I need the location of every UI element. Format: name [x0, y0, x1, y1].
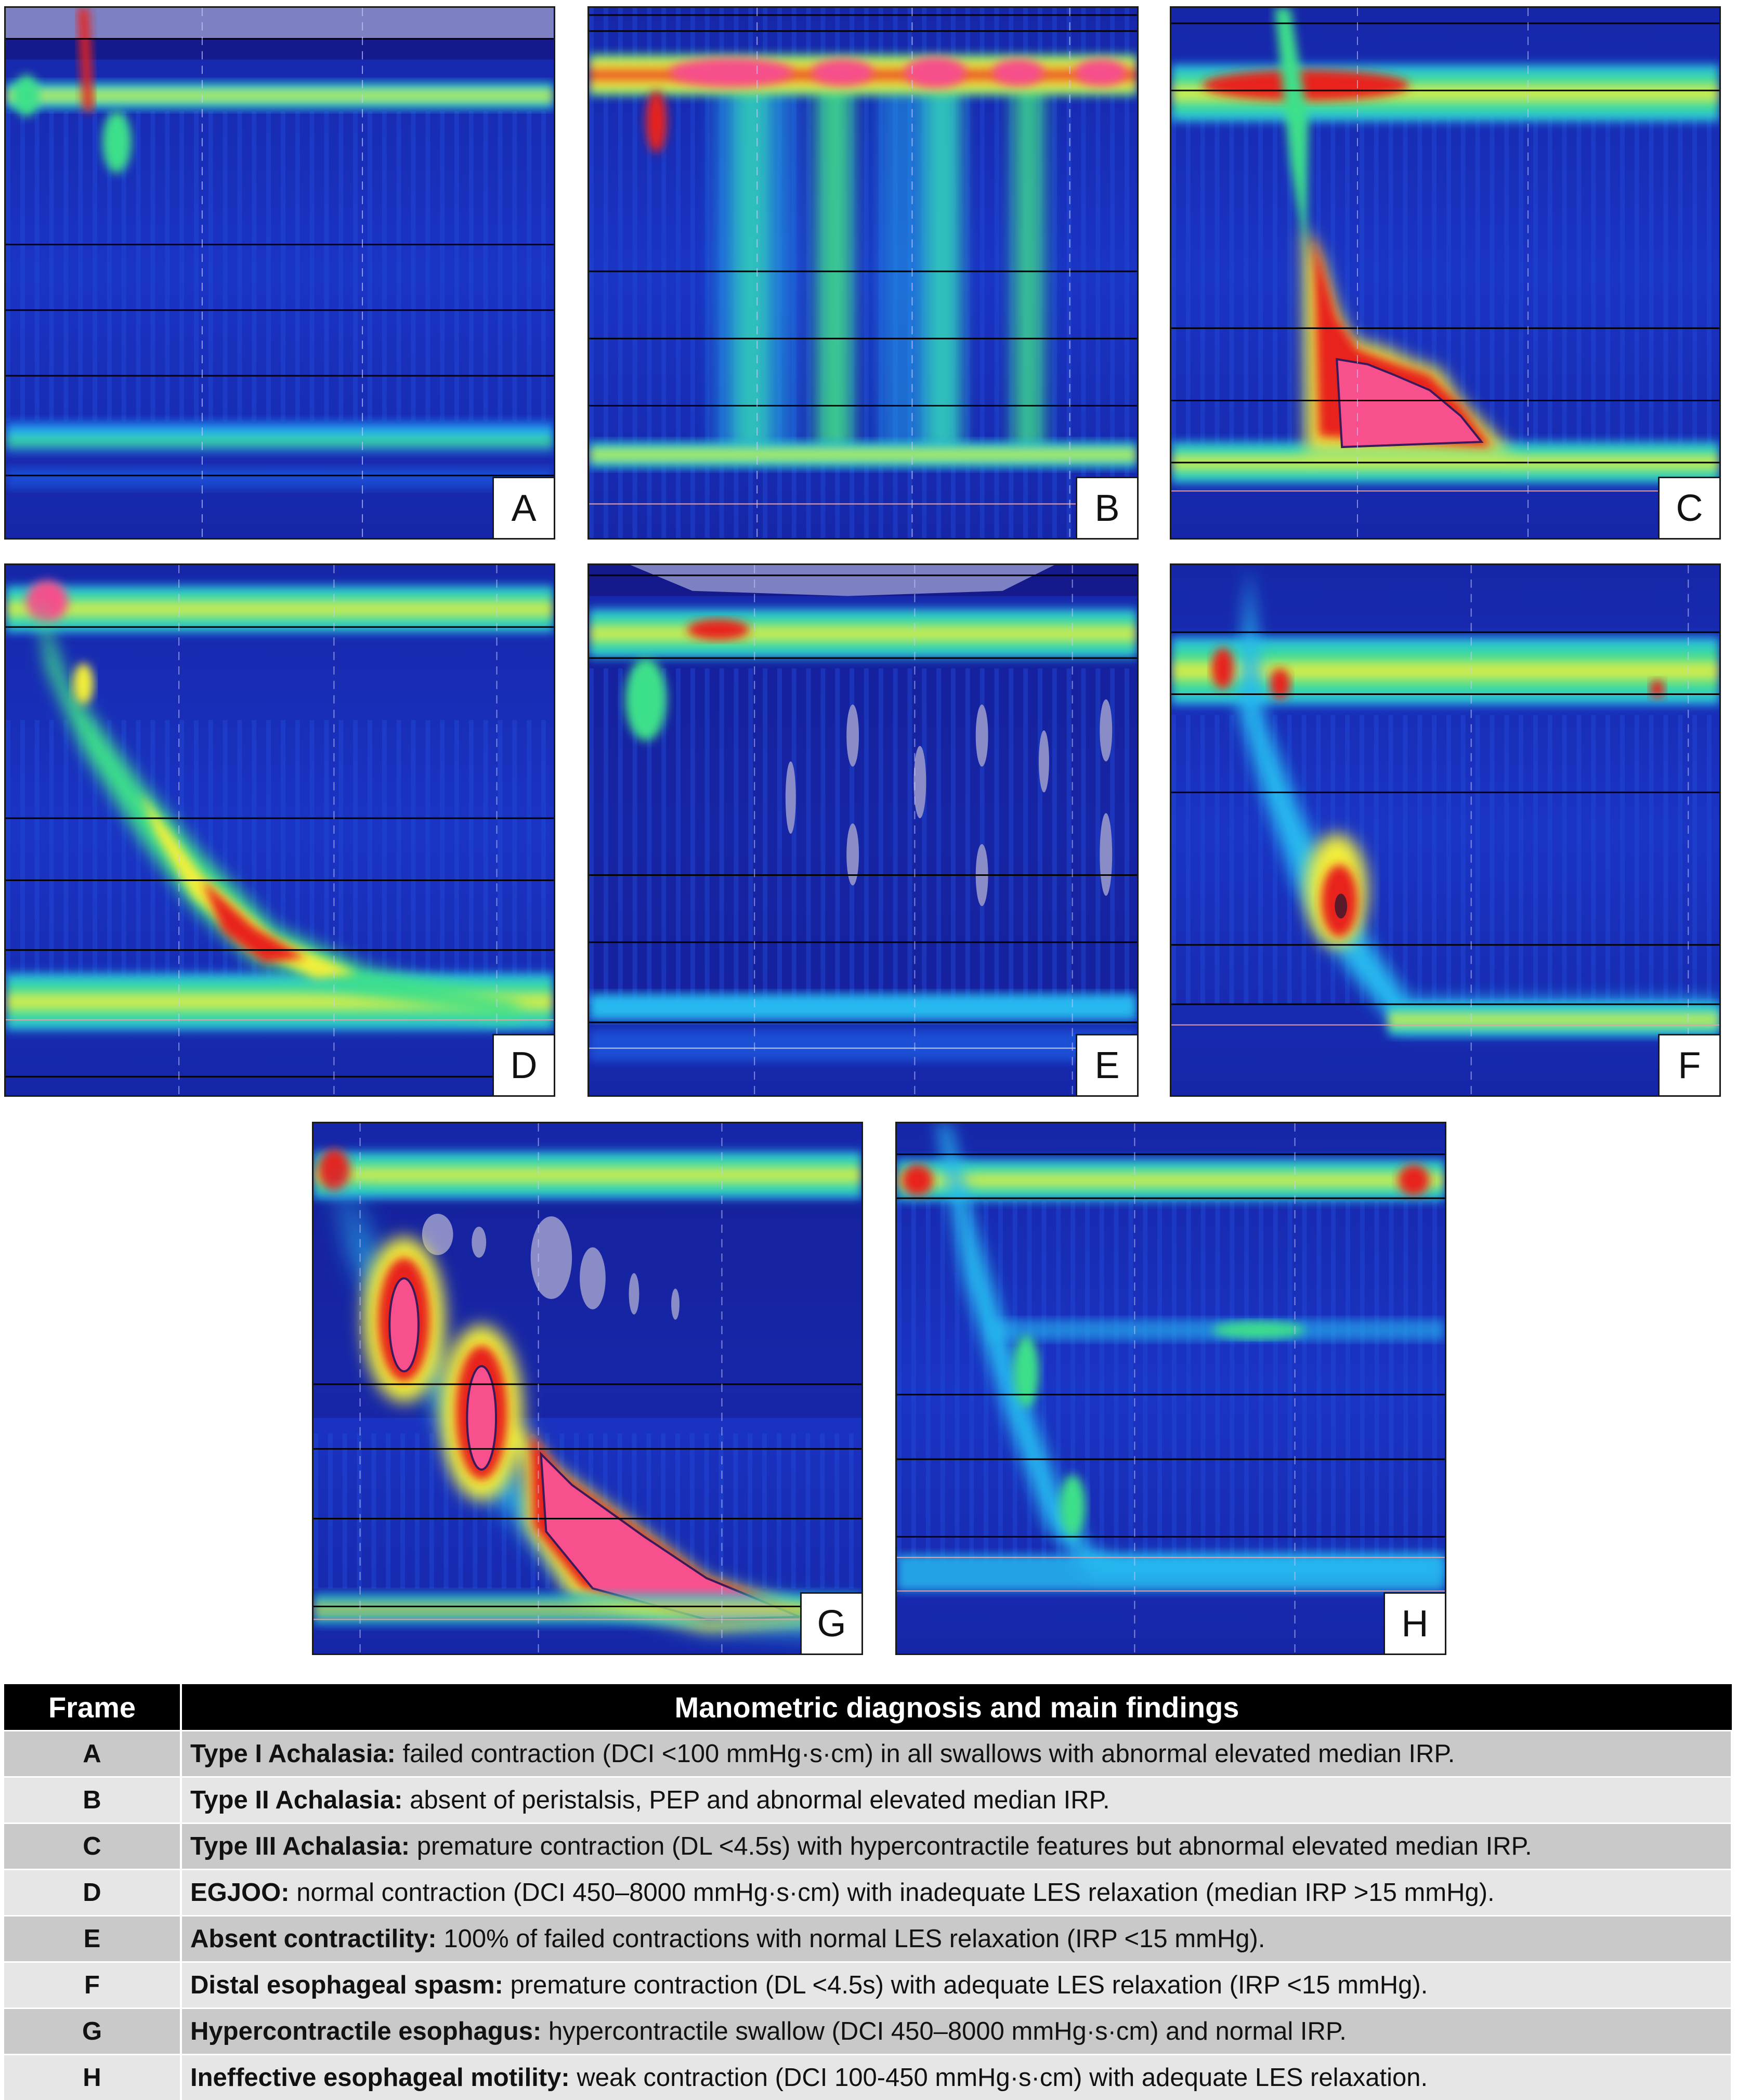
hrm-panel-a: A	[4, 6, 555, 540]
table-row: D EGJOO: normal contraction (DCI 450–800…	[4, 1870, 1732, 1916]
row-frame: B	[4, 1777, 181, 1823]
pressure-topography-d	[6, 565, 554, 1095]
hrm-panel-b: B	[587, 6, 1139, 540]
row-frame: A	[4, 1731, 181, 1777]
panel-label-a: A	[492, 477, 554, 538]
panel-label-e: E	[1076, 1034, 1137, 1095]
header-diagnosis: Manometric diagnosis and main findings	[181, 1684, 1732, 1731]
table-row: F Distal esophageal spasm: premature con…	[4, 1962, 1732, 2009]
row-diagnosis: Hypercontractile esophagus:	[190, 2017, 541, 2045]
panel-label-c: C	[1658, 477, 1719, 538]
pressure-topography-c	[1171, 8, 1719, 538]
header-frame: Frame	[4, 1684, 181, 1731]
row-description: Type III Achalasia: premature contractio…	[181, 1823, 1732, 1870]
row-frame: H	[4, 2055, 181, 2100]
row-finding: premature contraction (DL <4.5s) with ad…	[503, 1971, 1428, 1999]
row-description: EGJOO: normal contraction (DCI 450–8000 …	[181, 1870, 1732, 1916]
row-frame: E	[4, 1916, 181, 1962]
row-diagnosis: Type II Achalasia:	[190, 1786, 403, 1814]
row-frame: C	[4, 1823, 181, 1870]
panel-label-h: H	[1383, 1592, 1445, 1653]
row-finding: weak contraction (DCI 100-450 mmHg·s·cm)…	[570, 2064, 1428, 2092]
row-diagnosis: Absent contractility:	[190, 1925, 437, 1953]
row-description: Hypercontractile esophagus: hypercontrac…	[181, 2009, 1732, 2055]
row-frame: G	[4, 2009, 181, 2055]
row-diagnosis: Type III Achalasia:	[190, 1832, 410, 1860]
row-finding: normal contraction (DCI 450–8000 mmHg·s·…	[290, 1879, 1495, 1907]
table-row: A Type I Achalasia: failed contraction (…	[4, 1731, 1732, 1777]
row-description: Distal esophageal spasm: premature contr…	[181, 1962, 1732, 2009]
hrm-panel-e: E	[587, 563, 1139, 1097]
row-diagnosis: Type I Achalasia:	[190, 1740, 396, 1768]
panel-label-b: B	[1076, 477, 1137, 538]
hrm-panel-c: C	[1170, 6, 1721, 540]
row-frame: D	[4, 1870, 181, 1916]
row-frame: F	[4, 1962, 181, 2009]
table-row: G Hypercontractile esophagus: hypercontr…	[4, 2009, 1732, 2055]
row-description: Type I Achalasia: failed contraction (DC…	[181, 1731, 1732, 1777]
row-diagnosis: Distal esophageal spasm:	[190, 1971, 503, 1999]
table-row: C Type III Achalasia: premature contract…	[4, 1823, 1732, 1870]
pressure-topography-a	[6, 8, 554, 538]
hrm-panel-d: D	[4, 563, 555, 1097]
panel-label-g: G	[800, 1592, 861, 1653]
row-description: Absent contractility: 100% of failed con…	[181, 1916, 1732, 1962]
row-finding: hypercontractile swallow (DCI 450–8000 m…	[541, 2017, 1347, 2045]
row-finding: 100% of failed contractions with normal …	[437, 1925, 1265, 1953]
panel-label-d: D	[492, 1034, 554, 1095]
pressure-topography-b	[589, 8, 1137, 538]
row-description: Type II Achalasia: absent of peristalsis…	[181, 1777, 1732, 1823]
panel-label-f: F	[1658, 1034, 1719, 1095]
row-finding: failed contraction (DCI <100 mmHg·s·cm) …	[396, 1740, 1455, 1768]
pressure-topography-h	[897, 1123, 1445, 1653]
pressure-topography-e	[589, 565, 1137, 1095]
table-row: E Absent contractility: 100% of failed c…	[4, 1916, 1732, 1962]
table-header-row: Frame Manometric diagnosis and main find…	[4, 1684, 1732, 1731]
row-diagnosis: EGJOO:	[190, 1879, 290, 1907]
hrm-panel-h: H	[895, 1122, 1446, 1655]
table-row: B Type II Achalasia: absent of peristals…	[4, 1777, 1732, 1823]
pressure-topography-g	[314, 1123, 861, 1653]
pressure-topography-f	[1171, 565, 1719, 1095]
row-finding: absent of peristalsis, PEP and abnormal …	[403, 1786, 1110, 1814]
hrm-panel-g: G	[312, 1122, 863, 1655]
row-diagnosis: Ineffective esophageal motility:	[190, 2064, 570, 2092]
table-row: H Ineffective esophageal motility: weak …	[4, 2055, 1732, 2100]
row-finding: premature contraction (DL <4.5s) with hy…	[410, 1832, 1532, 1860]
hrm-panel-f: F	[1170, 563, 1721, 1097]
row-description: Ineffective esophageal motility: weak co…	[181, 2055, 1732, 2100]
findings-table: Frame Manometric diagnosis and main find…	[4, 1684, 1733, 2100]
